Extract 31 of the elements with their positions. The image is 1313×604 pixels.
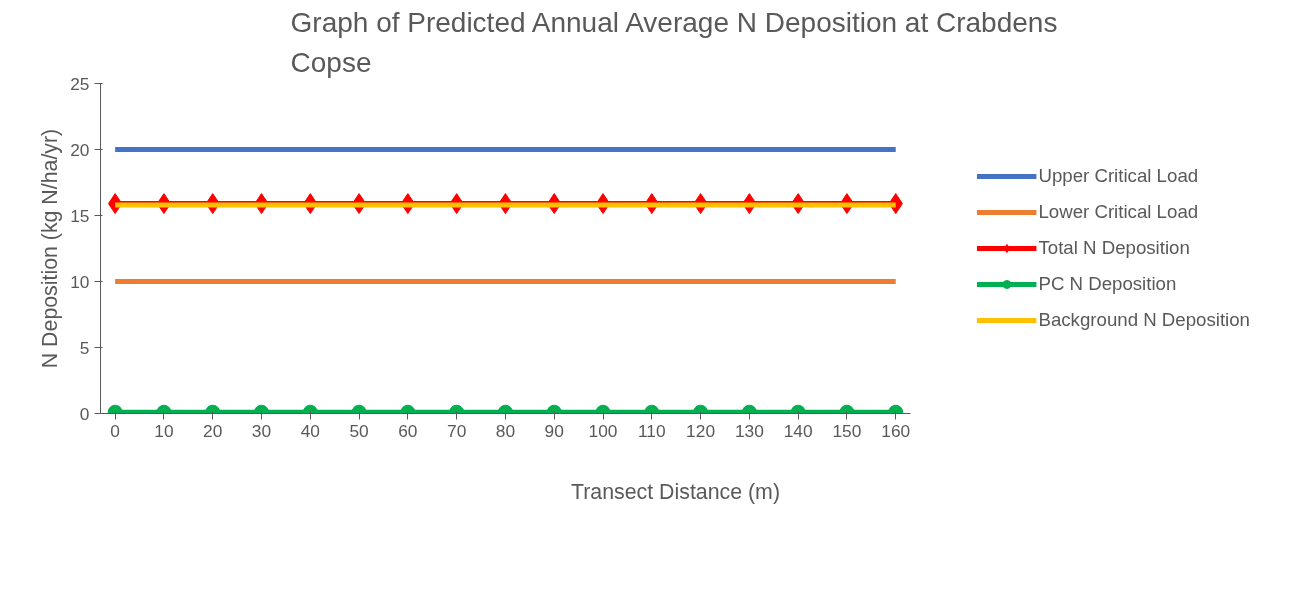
y-tick-label: 25 (70, 73, 90, 94)
y-tick-label: 15 (70, 205, 90, 226)
chart-title: Graph of Predicted Annual Average N Deposition at Crabdens Copse (290, 7, 1058, 79)
x-tick-label: 110 (637, 420, 666, 441)
x-tick-label: 130 (734, 420, 764, 441)
x-tick-label: 80 (495, 420, 516, 441)
x-tick-label: 40 (300, 420, 320, 441)
x-tick-label: 0 (110, 420, 120, 441)
x-tick-label: 150 (832, 420, 862, 441)
x-tick-label: 10 (154, 420, 174, 441)
y-tick-label: 10 (70, 271, 90, 292)
x-tick-label: 100 (588, 420, 618, 441)
x-tick-label: 70 (447, 420, 467, 441)
legend-label: Upper Critical Load (1038, 165, 1199, 187)
y-axis-title: N Deposition (kg N/ha/yr) (38, 128, 63, 369)
x-tick-label: 120 (686, 420, 716, 441)
legend-label: PC N Deposition (1038, 273, 1177, 295)
x-tick-label: 60 (398, 420, 418, 441)
x-tick-label: 20 (203, 420, 223, 441)
y-tick-label: 20 (70, 139, 90, 160)
x-axis-title: Transect Distance (m) (571, 479, 780, 504)
x-tick-label: 30 (251, 420, 272, 441)
x-tick-label: 50 (349, 420, 369, 441)
x-tick-label: 90 (544, 420, 564, 441)
legend-label: Background N Deposition (1038, 309, 1250, 331)
legend-label: Lower Critical Load (1038, 201, 1199, 223)
legend-label: Total N Deposition (1038, 237, 1190, 259)
x-tick-label: 160 (881, 420, 911, 441)
y-tick-label: 0 (79, 403, 90, 424)
y-tick-label: 5 (79, 337, 90, 358)
x-tick-label: 140 (783, 420, 813, 441)
